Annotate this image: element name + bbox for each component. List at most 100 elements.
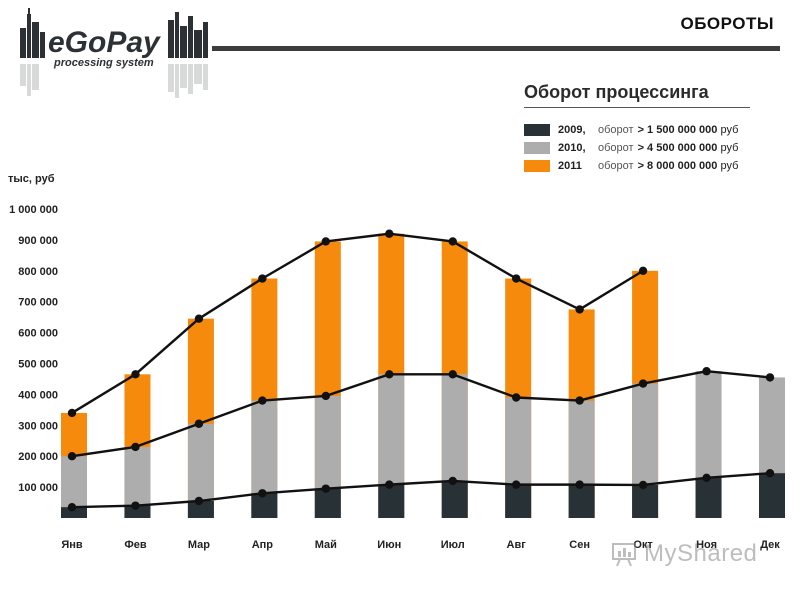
bar-2009 — [61, 507, 87, 518]
data-point-2009 — [321, 484, 331, 493]
data-point-2011 — [448, 237, 457, 246]
legend-entry-2011: 2011 оборот > 8 000 000 000 руб — [524, 157, 738, 175]
data-point-2011 — [638, 266, 648, 275]
legend-swatch — [524, 160, 550, 172]
chart-title: Оборот процессинга — [524, 82, 709, 102]
data-point-2010 — [511, 393, 521, 402]
legend-swatch — [524, 142, 550, 154]
bar-2009 — [441, 480, 468, 518]
data-point-2010 — [194, 419, 204, 428]
x-tick-label: Июл — [441, 539, 465, 551]
watermark-text: MyShared — [644, 540, 758, 567]
y-tick-label: 100 000 — [18, 482, 58, 494]
data-point-2010 — [765, 373, 775, 382]
egopay-logo: eGoPay processing system — [20, 8, 208, 98]
bar-2009 — [378, 484, 405, 518]
data-point-2011 — [321, 237, 331, 246]
legend-unit: руб — [720, 124, 739, 136]
data-point-2009 — [638, 480, 648, 490]
y-tick-label: 800 000 — [18, 266, 58, 278]
data-point-2009 — [67, 502, 77, 512]
legend-entry-2009: 2009, оборот > 1 500 000 000 руб — [524, 121, 738, 139]
legend-unit: руб — [720, 160, 739, 172]
bar-2009 — [759, 473, 785, 518]
data-point-2009 — [448, 476, 457, 486]
bar-2009 — [124, 505, 151, 518]
legend-year: 2011 — [558, 160, 582, 172]
series-line-2009 — [71, 471, 771, 509]
watermark: MyShared — [610, 540, 757, 568]
data-point-2011 — [385, 229, 394, 238]
legend-unit: руб — [720, 142, 739, 154]
section-title: ОБОРОТЫ — [680, 14, 774, 33]
data-point-2010 — [321, 391, 331, 401]
y-tick-label: 1 000 000 — [9, 204, 58, 216]
y-axis-label: тыс, руб — [8, 173, 55, 185]
data-point-2010 — [131, 442, 140, 452]
data-point-2011 — [131, 370, 140, 379]
data-point-2009 — [194, 496, 204, 506]
x-tick-label: Июн — [377, 539, 401, 551]
bar-2009 — [314, 488, 341, 518]
data-point-2009 — [385, 480, 394, 489]
legend-amount: > 8 000 000 000 — [637, 160, 718, 172]
legend-swatch — [524, 124, 550, 136]
data-point-2010 — [258, 396, 267, 405]
bar-2009 — [632, 484, 659, 518]
data-point-2009 — [511, 480, 521, 489]
x-tick-label: Дек — [760, 539, 780, 551]
header-divider — [212, 46, 780, 51]
presentation-icon — [612, 543, 636, 567]
data-point-2011 — [575, 305, 584, 314]
data-point-2010 — [448, 370, 457, 379]
x-tick-label: Авг — [507, 539, 527, 551]
legend-value: > 8 000 000 000 руб — [638, 160, 739, 172]
data-point-2011 — [258, 274, 267, 283]
legend-year: 2009, — [558, 124, 586, 136]
legend-value: > 4 500 000 000 руб — [638, 142, 739, 154]
x-tick-label: Янв — [61, 539, 83, 551]
x-tick-label: Фев — [124, 539, 147, 551]
y-tick-label: 700 000 — [18, 297, 58, 309]
data-point-2010 — [575, 396, 584, 405]
legend-label: оборот — [598, 160, 634, 172]
data-point-2009 — [765, 468, 775, 478]
y-tick-label: 200 000 — [18, 451, 58, 463]
x-tick-label: Май — [315, 539, 337, 551]
data-point-2010 — [638, 379, 648, 388]
data-point-2010 — [385, 370, 394, 379]
series-line-2010 — [71, 370, 771, 458]
x-tick-label: Мар — [188, 539, 210, 551]
data-point-2010 — [702, 367, 711, 376]
data-point-2009 — [575, 480, 584, 489]
bar-2009 — [187, 501, 214, 518]
bar-2009 — [505, 484, 532, 518]
brand-name: eGoPay — [48, 26, 161, 59]
legend-value: > 1 500 000 000 руб — [638, 124, 739, 136]
data-point-2009 — [131, 501, 140, 510]
series-line-2011 — [71, 232, 644, 414]
chart-title-rule — [524, 107, 750, 108]
data-point-2009 — [258, 489, 267, 498]
data-point-2010 — [67, 452, 77, 461]
x-tick-label: Ноя — [696, 539, 717, 551]
data-point-2011 — [511, 274, 521, 283]
y-tick-label: 600 000 — [18, 328, 58, 340]
data-point-2011 — [194, 314, 204, 323]
y-tick-label: 500 000 — [18, 359, 58, 371]
legend-label: оборот — [598, 124, 634, 136]
data-point-2011 — [67, 408, 77, 418]
legend-year: 2010, — [558, 142, 586, 154]
legend-label: оборот — [598, 142, 634, 154]
legend-amount: > 4 500 000 000 — [637, 142, 718, 154]
legend-entry-2010: 2010, оборот > 4 500 000 000 руб — [524, 139, 738, 157]
data-point-2009 — [702, 473, 711, 483]
brand-tagline: processing system — [53, 57, 154, 69]
x-tick-label: Апр — [252, 539, 274, 551]
y-tick-label: 900 000 — [18, 235, 58, 247]
bar-2009 — [695, 477, 722, 518]
y-tick-label: 400 000 — [18, 389, 58, 401]
legend-amount: > 1 500 000 000 — [637, 124, 718, 136]
x-tick-label: Окт — [633, 539, 653, 551]
